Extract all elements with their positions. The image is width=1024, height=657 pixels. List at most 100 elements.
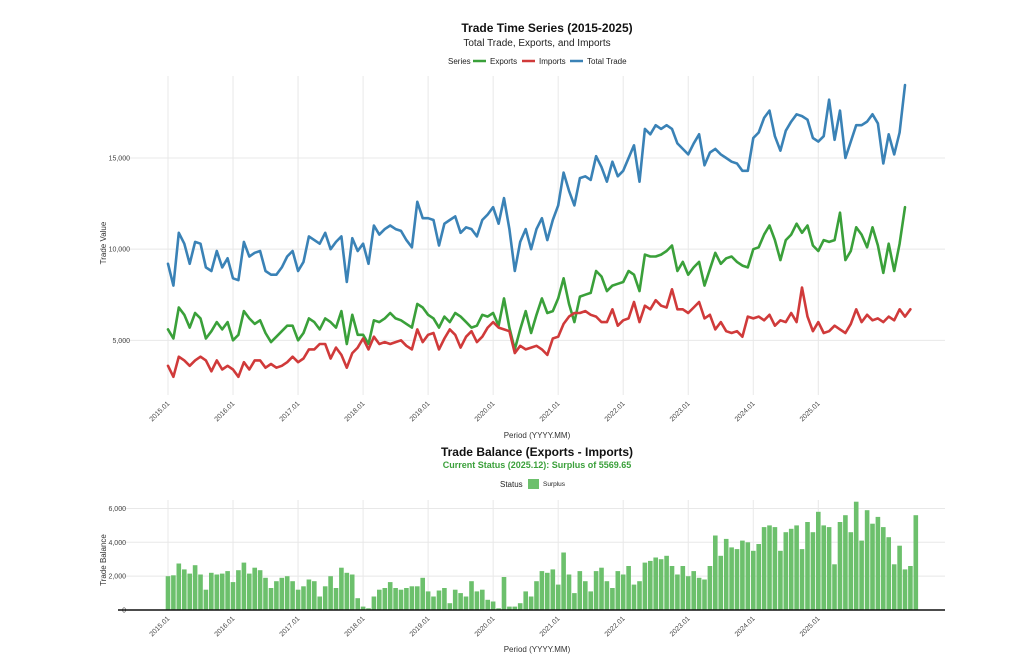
balance-bar <box>886 537 892 610</box>
legend-title-status: Status <box>500 480 523 489</box>
balance-bar <box>534 581 539 610</box>
balance-bar <box>507 606 512 610</box>
bar-chart-status-line: Current Status (2025.12): Surplus of 556… <box>443 460 632 470</box>
balance-bar <box>610 588 615 610</box>
balance-bar <box>165 576 171 610</box>
balance-bar <box>599 567 604 610</box>
balance-bar <box>691 571 697 610</box>
line-chart-x-tick-label: 2017.01 <box>279 400 302 423</box>
balance-bar <box>604 581 610 610</box>
balance-bar <box>550 569 556 610</box>
imports-line <box>166 286 912 379</box>
bar-chart-x-tick-label: 2016.01 <box>214 615 237 638</box>
balance-bar <box>853 501 859 610</box>
balance-bar <box>756 544 762 610</box>
balance-bar <box>810 532 816 610</box>
balance-bar <box>881 527 886 610</box>
balance-bar <box>431 596 436 610</box>
balance-bar <box>230 582 236 610</box>
balance-bar <box>767 525 772 610</box>
balance-bar <box>729 547 734 610</box>
balance-bar <box>826 527 832 610</box>
balance-bar <box>404 588 409 610</box>
balance-bar <box>301 586 306 610</box>
balance-bar <box>675 574 680 610</box>
balance-bar <box>832 564 837 610</box>
balance-bar <box>908 566 913 610</box>
balance-bar <box>702 579 707 610</box>
balance-bar <box>458 593 463 610</box>
line-chart-x-tick-label: 2021.01 <box>539 400 562 423</box>
line-chart-x-tick-label: 2023.01 <box>669 400 692 423</box>
balance-bar <box>577 571 583 610</box>
balance-bar <box>474 591 480 610</box>
bar-chart-legend: Status Surplus <box>500 479 566 489</box>
balance-bar <box>436 590 442 610</box>
line-chart-legend: Series Exports Imports Total Trade <box>448 57 627 66</box>
line-chart-x-tick-label: 2020.01 <box>474 400 497 423</box>
balance-bar <box>848 532 854 610</box>
balance-bar <box>685 576 691 610</box>
legend-label-total-trade: Total Trade <box>587 57 627 66</box>
balance-bar <box>745 542 751 610</box>
balance-bar <box>371 596 377 610</box>
balance-bar <box>783 532 789 610</box>
balance-bar <box>333 588 339 610</box>
balance-bar <box>420 577 426 610</box>
balance-bar <box>284 576 290 610</box>
bar-chart-y-tick-label: 6,000 <box>108 506 126 513</box>
balance-bar <box>463 596 469 610</box>
bar-chart-title: Trade Balance (Exports - Imports) <box>441 445 633 459</box>
balance-bar <box>192 565 198 610</box>
balance-bar <box>387 582 393 610</box>
balance-bar <box>274 581 279 610</box>
balance-bar <box>837 522 843 610</box>
balance-bar <box>528 596 534 610</box>
balance-bar <box>187 573 193 610</box>
balance-bar <box>409 586 415 610</box>
balance-bar <box>875 516 881 610</box>
balance-bar <box>366 608 371 610</box>
balance-bar <box>480 589 485 610</box>
balance-bar <box>393 588 398 610</box>
balance-bar <box>913 515 919 610</box>
balance-bar <box>583 581 588 610</box>
balance-bar <box>680 566 686 610</box>
balance-bar <box>512 606 518 610</box>
balance-bar <box>707 566 713 610</box>
balance-bar <box>252 567 258 610</box>
legend-title-series: Series <box>448 57 471 66</box>
balance-bar <box>496 608 501 610</box>
balance-bar <box>452 589 458 610</box>
balance-bar <box>637 581 642 610</box>
exports-line <box>166 205 907 351</box>
balance-bar <box>642 562 648 610</box>
balance-bar <box>469 581 474 610</box>
balance-bar <box>772 527 778 610</box>
balance-bar <box>713 535 718 610</box>
balance-bar <box>615 571 621 610</box>
balance-bar <box>799 549 805 610</box>
bar-chart-x-tick-label: 2019.01 <box>409 615 432 638</box>
balance-bar <box>572 593 577 610</box>
line-chart-x-axis-title: Period (YYYY.MM) <box>504 431 571 440</box>
balance-bar <box>555 584 561 610</box>
bar-chart-x-tick-label: 2020.01 <box>474 615 497 638</box>
balance-bar <box>843 515 848 610</box>
legend-label-exports: Exports <box>490 57 517 66</box>
balance-bar <box>382 588 388 610</box>
balance-bar <box>523 591 529 610</box>
balance-bar <box>891 564 897 610</box>
balance-bar <box>176 563 182 610</box>
balance-bar <box>241 562 247 610</box>
balance-bar <box>761 527 767 610</box>
bar-chart-x-tick-label: 2018.01 <box>344 615 367 638</box>
balance-bar <box>360 606 366 610</box>
bar-chart-x-tick-label: 2023.01 <box>669 615 692 638</box>
balance-bar <box>447 603 453 610</box>
line-chart-x-tick-label: 2019.01 <box>409 400 432 423</box>
balance-bar <box>718 555 724 610</box>
balance-bar <box>398 589 404 610</box>
line-chart-y-tick-label: 10,000 <box>109 247 131 254</box>
